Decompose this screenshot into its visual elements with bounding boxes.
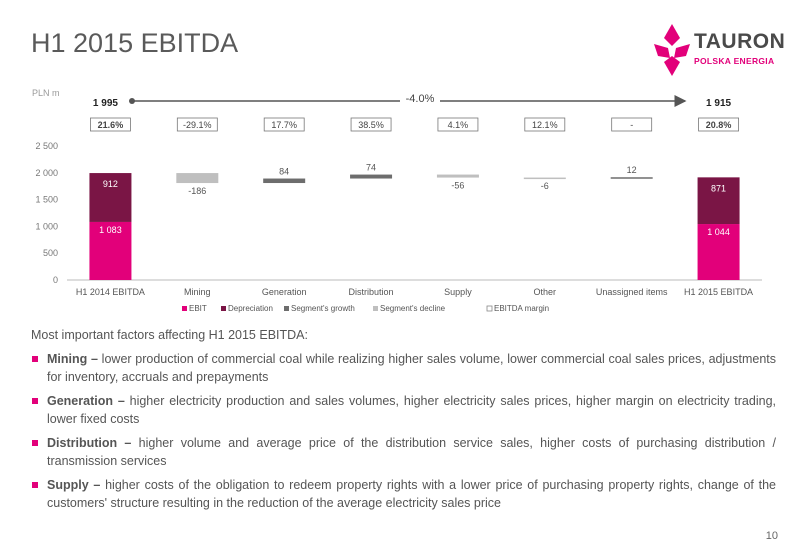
ebit-data-label: 1 083 (99, 225, 122, 235)
logo-name: TAURON (694, 30, 786, 53)
y-tick-label: 2 500 (35, 141, 58, 151)
ebitda-margin-label: 12.1% (532, 120, 558, 130)
depreciation-data-label: 912 (103, 179, 118, 189)
factor-text: higher volume and average price of the d… (47, 436, 776, 468)
ebitda-margin-label: - (630, 120, 633, 130)
legend-label: EBITDA margin (494, 304, 549, 313)
factor-item-distribution: Distribution – higher volume and average… (31, 434, 776, 470)
ebit-bar (697, 224, 740, 280)
factor-head: Mining – (47, 352, 98, 366)
factor-head: Generation – (47, 394, 125, 408)
depreciation-data-label: 871 (711, 183, 726, 193)
ebitda-margin-label: -29.1% (183, 120, 212, 130)
growth-bar (610, 177, 653, 179)
overall-change-label-bg (400, 90, 440, 104)
x-tick-label: H1 2015 EBITDA (684, 287, 753, 297)
legend-swatch (373, 306, 378, 311)
factor-text: higher electricity production and sales … (47, 394, 776, 426)
ebitda-margin-label: 4.1% (448, 120, 469, 130)
ebitda-margin-box (437, 117, 479, 132)
y-tick-label: 0 (53, 275, 58, 285)
y-axis-unit: PLN m (32, 88, 60, 98)
x-tick-label: Distribution (349, 287, 394, 297)
logo-subtitle: POLSKA ENERGIA (694, 56, 775, 66)
decline-bar (436, 174, 479, 178)
y-tick-label: 2 000 (35, 168, 58, 178)
factor-item-supply: Supply – higher costs of the obligation … (31, 476, 776, 512)
tauron-logo-icon (654, 24, 690, 76)
y-tick-label: 500 (43, 248, 58, 258)
overall-change-label: -4.0% (406, 93, 435, 105)
page-number: 10 (765, 530, 778, 542)
tauron-logo: TAURON POLSKA ENERGIA (650, 22, 785, 82)
x-tick-label: Mining (184, 287, 211, 297)
factor-head: Supply – (47, 478, 101, 492)
ebitda-margin-label: 17.7% (271, 120, 297, 130)
ebitda-margin-box (263, 117, 305, 132)
ebitda-margin-box (90, 117, 131, 132)
factor-text: lower production of commercial coal whil… (47, 352, 776, 384)
ebitda-margin-box (698, 117, 739, 132)
growth-bar (263, 178, 306, 184)
total-data-label: 1 995 (93, 98, 118, 109)
factor-head: Distribution – (47, 436, 132, 450)
y-tick-label: 1 500 (35, 195, 58, 205)
change-data-label: 12 (627, 165, 637, 175)
legend-label: Segment's growth (291, 304, 355, 313)
change-data-label: -6 (541, 181, 549, 191)
ebitda-margin-label: 38.5% (358, 120, 384, 130)
x-tick-label: Unassigned items (596, 287, 668, 297)
depreciation-bar (697, 177, 740, 225)
x-tick-label: Generation (262, 287, 307, 297)
legend-label: Segment's decline (380, 304, 446, 313)
change-data-label: -186 (188, 186, 206, 196)
legend-swatch (284, 306, 289, 311)
ebitda-margin-label: 21.6% (98, 120, 124, 130)
ebitda-margin-box (350, 117, 392, 132)
decline-bar (176, 173, 219, 184)
ebitda-margin-box (611, 117, 653, 132)
growth-bar (350, 174, 393, 179)
ebitda-margin-box (176, 117, 218, 132)
ebit-bar (89, 221, 132, 280)
x-tick-label: Supply (444, 287, 472, 297)
ebitda-margin-box (524, 117, 566, 132)
factor-text: higher costs of the obligation to redeem… (47, 478, 776, 510)
page-title: H1 2015 EBITDA (31, 28, 239, 58)
depreciation-bar (89, 173, 132, 222)
x-tick-label: Other (534, 287, 557, 297)
legend-swatch (221, 306, 226, 311)
ebitda-margin-label: 20.8% (706, 120, 732, 130)
x-tick-label: H1 2014 EBITDA (76, 287, 145, 297)
overall-change-arrow-start (129, 98, 135, 104)
ebit-data-label: 1 044 (707, 227, 730, 237)
legend-label: Depreciation (228, 304, 273, 313)
total-data-label: 1 915 (706, 98, 731, 109)
factor-item-mining: Mining – lower production of commercial … (31, 350, 776, 386)
legend-swatch (182, 306, 187, 311)
legend-label: EBIT (189, 304, 207, 313)
change-data-label: -56 (451, 181, 464, 191)
y-tick-label: 1 000 (35, 221, 58, 231)
factors-section: Most important factors affecting H1 2015… (31, 326, 776, 518)
ebitda-waterfall-chart: PLN m 0 500 1 000 1 500 2 000 2 500 H1 2014 EBI… (32, 88, 762, 313)
factors-list: Mining – lower production of commercial … (31, 350, 776, 512)
change-data-label: 84 (279, 167, 289, 177)
legend-swatch (486, 305, 493, 312)
factors-intro: Most important factors affecting H1 2015… (31, 328, 308, 342)
change-data-label: 74 (366, 163, 376, 173)
decline-bar (523, 177, 566, 180)
factor-item-generation: Generation – higher electricity producti… (31, 392, 776, 428)
